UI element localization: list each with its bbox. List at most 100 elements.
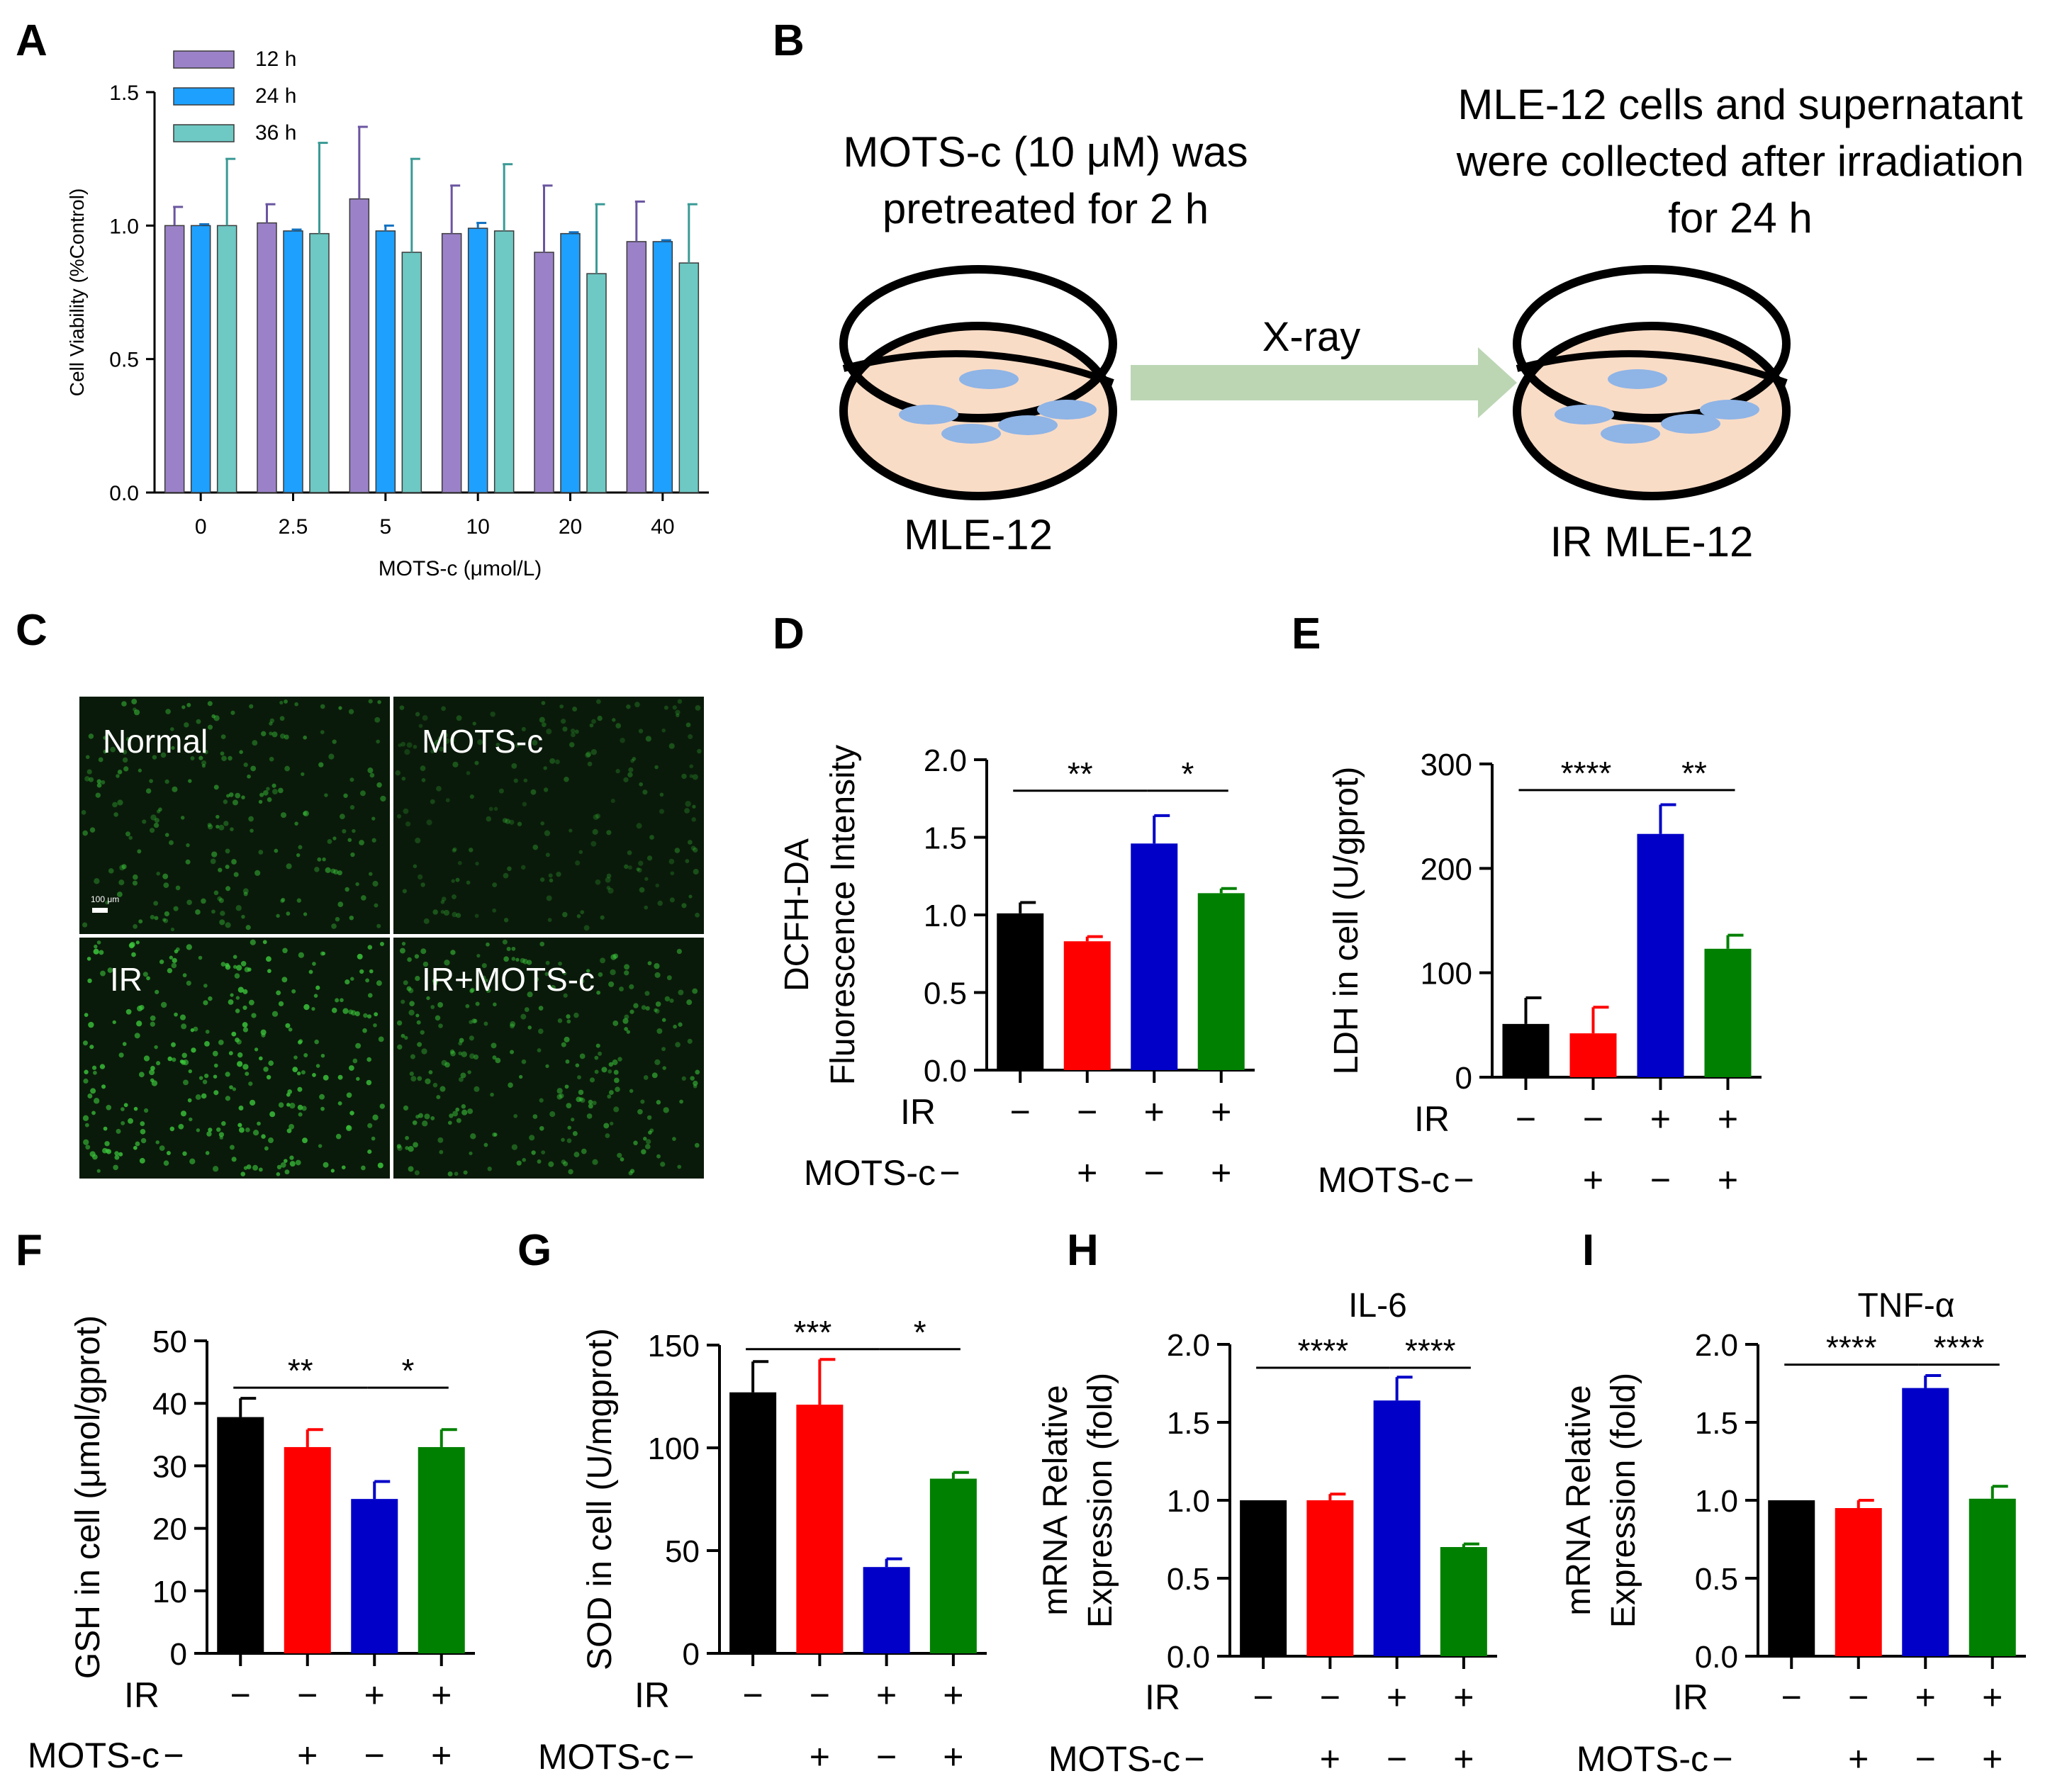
cell-dot [481,975,486,980]
cell-dot [415,975,420,982]
cell-dot [656,1154,661,1159]
cell-dot [320,1053,325,1058]
cell-dot [450,1050,456,1057]
cell-dot [338,706,342,710]
cell-dot [365,978,370,983]
cell-dot [114,1154,120,1160]
cell-dot [320,704,325,709]
cell-dot [295,1159,301,1166]
cell-dot [374,716,381,723]
cell-dot [675,1042,681,1047]
cell-dot [401,776,406,781]
cell-dot [266,1074,271,1080]
cell-dot [315,1064,320,1068]
cell-dot [589,723,594,728]
cell-dot [586,1113,593,1119]
cell-dot [186,702,191,707]
cell-dot [401,741,406,747]
cell-dot [575,1063,580,1068]
cell-dot [131,952,136,957]
cell-dot [521,726,526,731]
cell-dot [409,1072,414,1076]
cell-dot [610,799,615,804]
cell-dot [81,810,86,815]
cell-dot [155,989,159,994]
pretreat-line-2: pretreated for 2 h [883,185,1209,232]
cell-dot [146,976,150,981]
cell-dot [128,1118,133,1124]
cell-dot [280,812,287,819]
cell-dot [530,789,537,795]
cell-dot [639,887,645,893]
cell-dot [371,838,376,843]
cell-dot [240,961,247,967]
cell-dot [236,965,242,971]
mots-sign: − [163,1736,184,1775]
cell-dot [413,864,418,869]
cell-dot [561,1042,566,1047]
cell-dot [94,878,100,884]
cell-dot [624,864,629,870]
cell-dot [563,993,568,998]
cell-dot [241,795,245,799]
cell-dot [657,900,663,906]
cell-dot [592,828,598,835]
cell-dot [626,1030,630,1034]
cell-dot [116,1128,121,1134]
cell-dot [493,1132,498,1137]
cell-dot [546,895,552,901]
cell-dot [406,742,413,748]
cell-dot [443,909,450,916]
y-axis-label: Fluorescence Intensity [824,745,862,1085]
mots-sign: + [1320,1739,1340,1779]
cell-dot [679,1099,683,1104]
cell-dot [431,742,436,747]
bar [796,1405,844,1653]
cell-dot [357,953,363,960]
cell-dot [101,780,106,785]
cell-dot [230,993,234,997]
cell-dot [284,699,288,704]
bar [309,232,330,493]
cell-dot [437,1137,444,1143]
ir-row-label: IR [1673,1677,1708,1717]
cell-dot [560,719,566,724]
cell-dot [345,979,350,985]
cell-dot [561,1137,565,1142]
cell-dot [440,910,445,914]
cell-dot [591,719,596,724]
cell-dot [454,1171,459,1176]
cell-dot [201,1093,207,1099]
cell-dot [676,948,683,955]
cell-dot [133,1145,138,1150]
cell-dot [286,911,291,916]
mots-sign: + [1453,1739,1474,1779]
cell-dot [195,909,201,915]
cell-dot [537,1159,542,1164]
y-axis-label: SOD in cell (U/mgprot) [581,1328,619,1670]
cell-dot [160,752,167,758]
cell-dot [559,1093,564,1098]
cell-dot [134,1033,140,1039]
cell-dot [341,1165,346,1170]
bar [1131,843,1178,1070]
cell-dot [105,1148,110,1153]
cell-dot [323,1074,329,1081]
cell-dot [414,954,420,959]
cell-dot [666,975,672,981]
significance-label: **** [1561,755,1612,792]
cell-dot [281,897,286,902]
bar [1440,1547,1487,1656]
bar [1704,948,1752,1077]
cell-dot [276,990,281,996]
cell-dot [473,1018,478,1023]
quadrant-label-mots: MOTS-c [422,723,543,760]
cell-dot [311,1007,315,1011]
cell-dot [644,1144,651,1149]
cell-dot [303,810,309,817]
cell-dot [452,847,457,852]
panel-letter-c: C [16,606,47,655]
cell-dot [204,1040,210,1047]
left-dish-rim [839,265,1117,422]
